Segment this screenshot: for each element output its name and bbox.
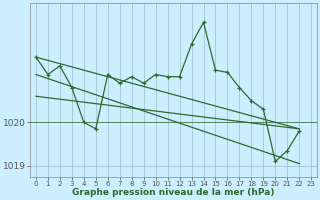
X-axis label: Graphe pression niveau de la mer (hPa): Graphe pression niveau de la mer (hPa): [72, 188, 275, 197]
